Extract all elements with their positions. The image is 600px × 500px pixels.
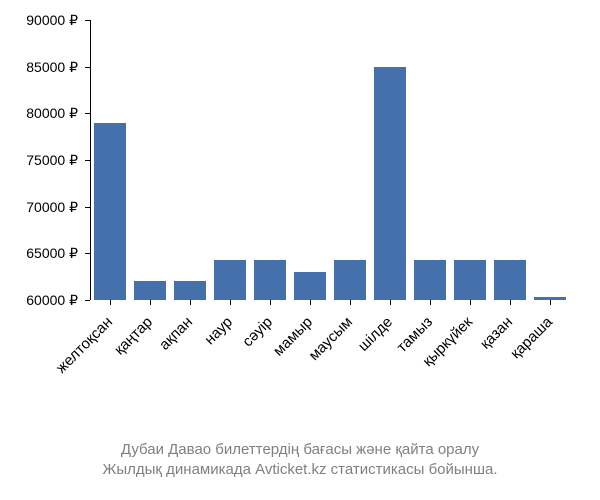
x-tick-mark	[510, 300, 511, 305]
bar	[174, 281, 205, 300]
bar	[94, 123, 125, 300]
x-tick-mark	[390, 300, 391, 305]
y-tick-mark	[85, 67, 90, 68]
x-tick-mark	[350, 300, 351, 305]
y-tick-mark	[85, 160, 90, 161]
x-tick-mark	[150, 300, 151, 305]
bar	[214, 260, 245, 300]
caption-line: Дубаи Давао билеттердің бағасы және қайт…	[121, 441, 479, 458]
bar	[134, 281, 165, 300]
bar	[254, 260, 285, 300]
y-tick-mark	[85, 300, 90, 301]
bar	[294, 272, 325, 300]
caption-line: Жылдық динамикада Avticket.kz статистика…	[103, 461, 498, 478]
y-tick-label: 65000 ₽	[0, 246, 78, 260]
y-tick-mark	[85, 207, 90, 208]
y-tick-label: 85000 ₽	[0, 60, 78, 74]
x-tick-mark	[230, 300, 231, 305]
bar-chart: 60000 ₽ 65000 ₽ 70000 ₽ 75000 ₽ 80000 ₽ 85000…	[0, 0, 600, 500]
plot-area	[90, 20, 570, 300]
x-tick-mark	[270, 300, 271, 305]
x-tick-mark	[430, 300, 431, 305]
x-tick-mark	[110, 300, 111, 305]
bar	[374, 67, 405, 300]
y-tick-label: 60000 ₽	[0, 293, 78, 307]
y-tick-label: 75000 ₽	[0, 153, 78, 167]
bars-container	[90, 20, 570, 300]
x-tick-mark	[190, 300, 191, 305]
x-tick-mark	[550, 300, 551, 305]
y-tick-mark	[85, 20, 90, 21]
y-tick-label: 70000 ₽	[0, 200, 78, 214]
y-tick-mark	[85, 113, 90, 114]
bar	[414, 260, 445, 300]
x-tick-mark	[310, 300, 311, 305]
chart-caption: Дубаи Давао билеттердің бағасы және қайт…	[0, 440, 600, 481]
y-tick-mark	[85, 253, 90, 254]
y-tick-label: 80000 ₽	[0, 106, 78, 120]
bar	[334, 260, 365, 300]
y-tick-label: 90000 ₽	[0, 13, 78, 27]
bar	[454, 260, 485, 300]
x-tick-mark	[470, 300, 471, 305]
bar	[494, 260, 525, 300]
